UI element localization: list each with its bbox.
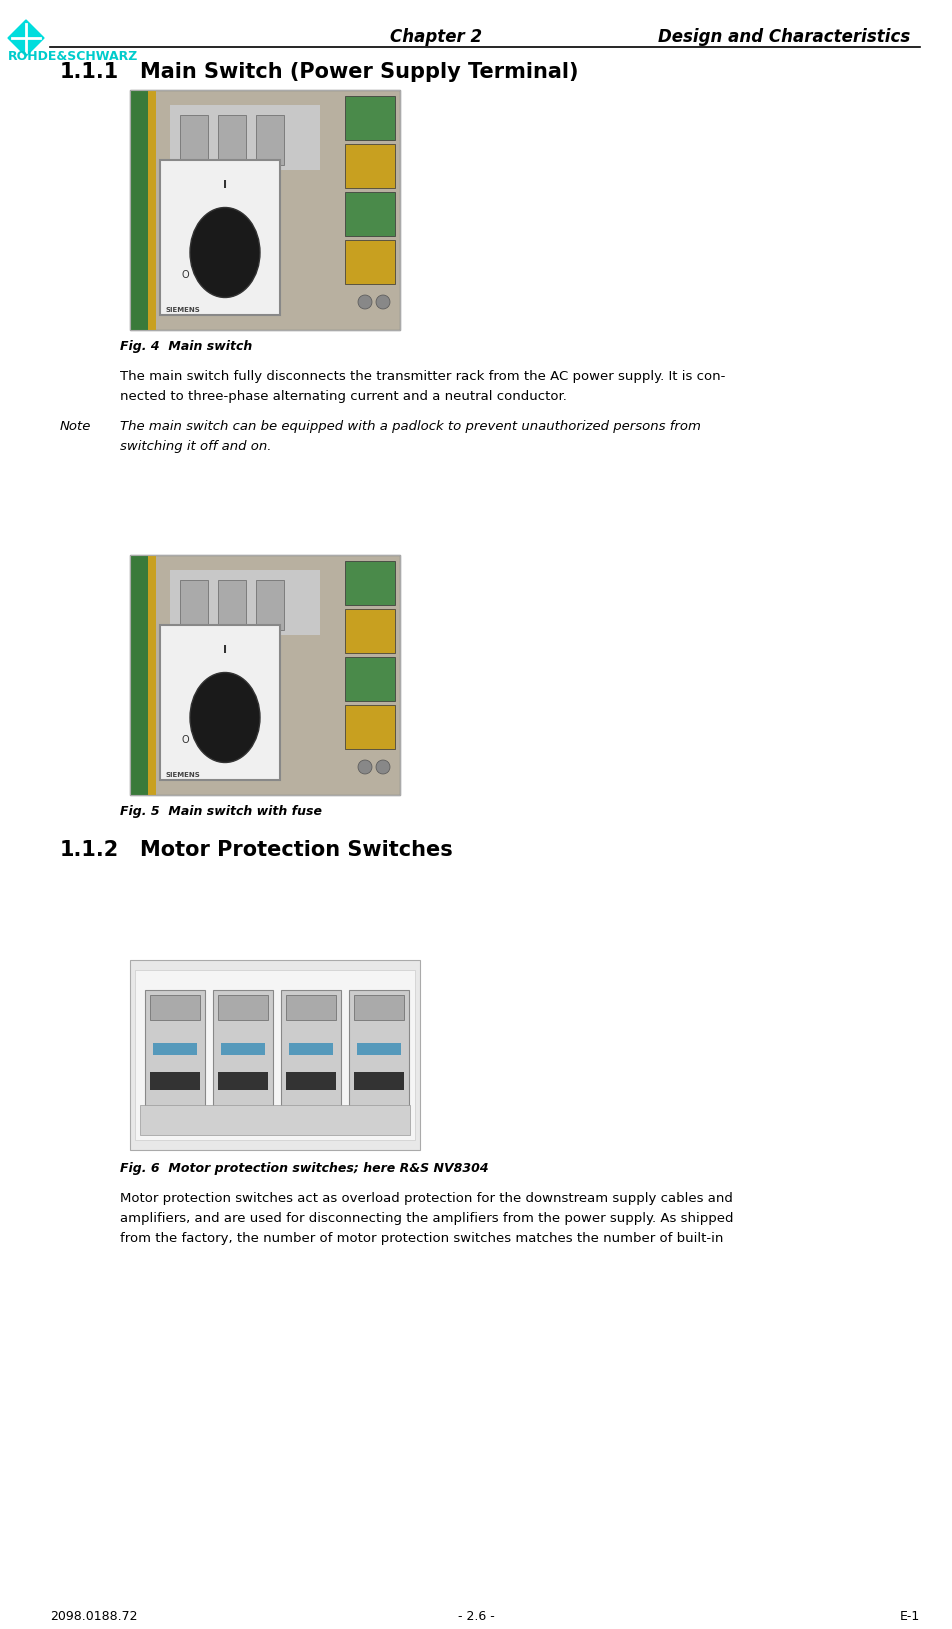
Bar bbox=[213, 990, 273, 1109]
Circle shape bbox=[376, 665, 390, 678]
Bar bbox=[218, 580, 246, 630]
Text: Design and Characteristics: Design and Characteristics bbox=[658, 28, 910, 46]
Bar bbox=[345, 609, 395, 653]
Bar bbox=[345, 239, 395, 283]
Bar bbox=[130, 90, 400, 331]
Circle shape bbox=[358, 295, 372, 310]
Text: nected to three-phase alternating current and a neutral conductor.: nected to three-phase alternating curren… bbox=[120, 389, 566, 402]
Bar bbox=[256, 116, 284, 165]
Circle shape bbox=[376, 199, 390, 213]
Text: Fig. 6  Motor protection switches; here R&S NV8304: Fig. 6 Motor protection switches; here R… bbox=[120, 1161, 488, 1175]
Text: Fig. 5  Main switch with fuse: Fig. 5 Main switch with fuse bbox=[120, 805, 322, 818]
Bar bbox=[130, 90, 150, 331]
Circle shape bbox=[376, 151, 390, 165]
Bar bbox=[130, 555, 400, 795]
Text: Fig. 4  Main switch: Fig. 4 Main switch bbox=[120, 340, 252, 353]
Bar bbox=[281, 990, 341, 1109]
Text: - 2.6 -: - 2.6 - bbox=[458, 1609, 494, 1622]
Bar bbox=[130, 555, 150, 795]
Circle shape bbox=[376, 712, 390, 727]
Text: O: O bbox=[181, 735, 188, 744]
Bar bbox=[160, 626, 280, 780]
Bar bbox=[180, 580, 208, 630]
Circle shape bbox=[376, 248, 390, 261]
Text: Main Switch (Power Supply Terminal): Main Switch (Power Supply Terminal) bbox=[140, 62, 579, 81]
Bar bbox=[130, 959, 420, 1150]
Text: I: I bbox=[223, 179, 227, 191]
Bar bbox=[135, 969, 415, 1140]
Bar bbox=[170, 104, 320, 169]
Bar bbox=[345, 560, 395, 604]
Text: The main switch fully disconnects the transmitter rack from the AC power supply.: The main switch fully disconnects the tr… bbox=[120, 370, 725, 383]
Bar bbox=[153, 1043, 197, 1056]
Text: 1.1.1: 1.1.1 bbox=[60, 62, 119, 81]
Bar bbox=[150, 1072, 200, 1090]
Text: from the factory, the number of motor protection switches matches the number of : from the factory, the number of motor pr… bbox=[120, 1232, 724, 1245]
Bar bbox=[145, 990, 205, 1109]
Bar bbox=[160, 160, 280, 314]
Ellipse shape bbox=[190, 673, 260, 762]
Bar bbox=[286, 1072, 336, 1090]
Bar bbox=[286, 995, 336, 1020]
Circle shape bbox=[376, 761, 390, 774]
Bar bbox=[345, 192, 395, 236]
Bar bbox=[150, 995, 200, 1020]
Text: ROHDE&SCHWARZ: ROHDE&SCHWARZ bbox=[8, 50, 138, 64]
Text: Motor Protection Switches: Motor Protection Switches bbox=[140, 841, 453, 860]
Bar bbox=[170, 570, 320, 635]
Circle shape bbox=[358, 248, 372, 261]
Bar bbox=[345, 705, 395, 749]
Text: amplifiers, and are used for disconnecting the amplifiers from the power supply.: amplifiers, and are used for disconnecti… bbox=[120, 1212, 733, 1225]
Ellipse shape bbox=[190, 207, 260, 298]
Bar bbox=[218, 1072, 268, 1090]
Text: Motor protection switches act as overload protection for the downstream supply c: Motor protection switches act as overloa… bbox=[120, 1192, 733, 1205]
Bar bbox=[140, 1104, 410, 1135]
Circle shape bbox=[358, 199, 372, 213]
Bar bbox=[148, 555, 156, 795]
Text: Chapter 2: Chapter 2 bbox=[390, 28, 482, 46]
Text: The main switch can be equipped with a padlock to prevent unauthorized persons f: The main switch can be equipped with a p… bbox=[120, 420, 701, 433]
Circle shape bbox=[358, 712, 372, 727]
Bar bbox=[345, 656, 395, 700]
Bar bbox=[345, 96, 395, 140]
Bar bbox=[345, 143, 395, 187]
Bar bbox=[354, 1072, 404, 1090]
Bar bbox=[349, 990, 409, 1109]
Text: 1.1.2: 1.1.2 bbox=[60, 841, 119, 860]
Bar bbox=[256, 580, 284, 630]
Circle shape bbox=[376, 295, 390, 310]
Text: I: I bbox=[223, 645, 227, 655]
Circle shape bbox=[358, 151, 372, 165]
Bar bbox=[130, 555, 400, 795]
Bar bbox=[289, 1043, 333, 1056]
Circle shape bbox=[358, 761, 372, 774]
Circle shape bbox=[358, 616, 372, 630]
Bar bbox=[221, 1043, 265, 1056]
Polygon shape bbox=[8, 20, 44, 55]
Bar bbox=[354, 995, 404, 1020]
Bar bbox=[218, 995, 268, 1020]
Bar bbox=[130, 90, 400, 331]
Text: switching it off and on.: switching it off and on. bbox=[120, 440, 271, 453]
Text: E-1: E-1 bbox=[900, 1609, 920, 1622]
Text: SIEMENS: SIEMENS bbox=[165, 772, 200, 779]
Bar bbox=[218, 116, 246, 165]
Text: O: O bbox=[181, 270, 188, 280]
Text: 2098.0188.72: 2098.0188.72 bbox=[50, 1609, 137, 1622]
Circle shape bbox=[358, 665, 372, 678]
Circle shape bbox=[376, 616, 390, 630]
Text: SIEMENS: SIEMENS bbox=[165, 306, 200, 313]
Bar bbox=[357, 1043, 401, 1056]
Text: Note: Note bbox=[60, 420, 91, 433]
Bar bbox=[180, 116, 208, 165]
Bar bbox=[148, 90, 156, 331]
